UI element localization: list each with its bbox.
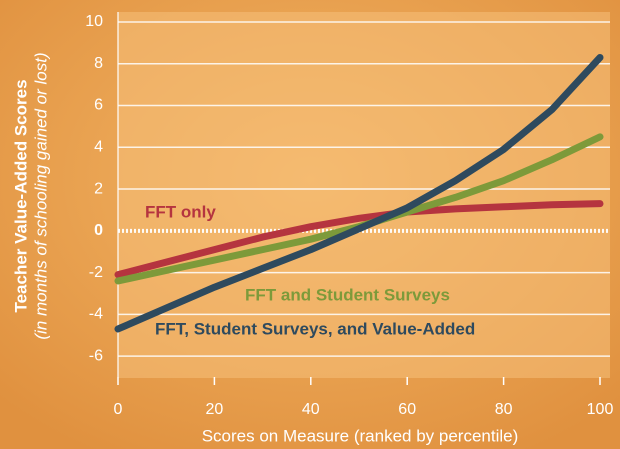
series-label: FFT and Student Surveys — [245, 285, 450, 304]
series-line — [114, 200, 604, 279]
y-tick-label: 8 — [94, 55, 103, 72]
x-tick-label: 0 — [114, 401, 123, 418]
y-tick-label: 2 — [94, 180, 103, 197]
y-tick-label: -2 — [89, 264, 103, 281]
y-tick-label: -4 — [89, 306, 103, 323]
y-tick-label: 10 — [85, 13, 103, 30]
x-tick-label: 20 — [206, 401, 224, 418]
x-tick-label: 100 — [587, 401, 614, 418]
y-tick-label: 6 — [94, 97, 103, 114]
y-axis-sublabel: (in months of schooling gained or lost) — [31, 52, 50, 339]
series-label: FFT, Student Surveys, and Value-Added — [155, 319, 475, 338]
x-axis-label: Scores on Measure (ranked by percentile) — [202, 426, 519, 445]
plot-area — [118, 12, 610, 378]
y-tick-label: -6 — [89, 347, 103, 364]
y-axis-label: Teacher Value-Added Scores — [11, 79, 30, 312]
x-tick-label: 60 — [398, 401, 416, 418]
series-label: FFT only — [145, 202, 216, 221]
x-tick-label: 40 — [302, 401, 320, 418]
y-tick-label: 0 — [94, 222, 103, 239]
x-tick-label: 80 — [495, 401, 513, 418]
y-tick-label: 4 — [94, 139, 103, 156]
series-line — [114, 54, 604, 333]
